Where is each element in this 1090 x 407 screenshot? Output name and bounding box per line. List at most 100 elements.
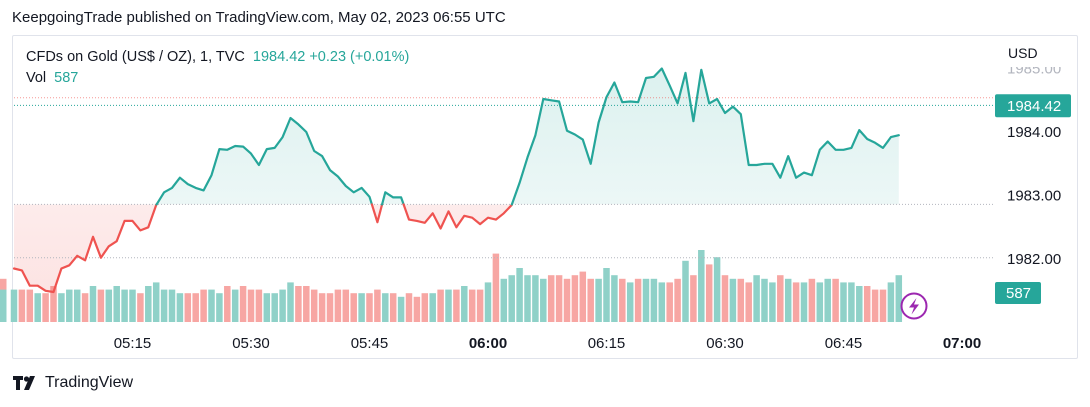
- volume-bar: [168, 289, 176, 322]
- y-axis-mask: [1000, 58, 1070, 67]
- volume-bar: [18, 289, 26, 322]
- volume-bar: [0, 289, 7, 322]
- price-line-down-segment: [12, 203, 158, 294]
- volume-bar: [769, 282, 776, 322]
- chart-frame[interactable]: [12, 35, 1078, 359]
- volume-bar: [721, 275, 729, 322]
- x-tick-label: 07:00: [943, 335, 981, 352]
- y-tick-label: 1983.00: [1007, 188, 1061, 205]
- last-price-value: 1984.42: [252, 49, 306, 65]
- volume-bar: [642, 278, 650, 322]
- volume-bar: [571, 275, 579, 322]
- volume-bar: [603, 268, 610, 322]
- volume-bar: [342, 289, 350, 322]
- volume-bar: [73, 289, 81, 322]
- volume-bar: [690, 275, 697, 322]
- volume-bar: [682, 260, 689, 322]
- x-tick-label: 06:45: [825, 335, 863, 352]
- volume-bar: [129, 289, 136, 322]
- volume-badge[interactable]: [995, 282, 1041, 304]
- volume-bar: [42, 293, 49, 322]
- volume-bar: [729, 278, 737, 322]
- publish-info: KeepgoingTrade published on TradingView.…: [12, 9, 506, 26]
- volume-label[interactable]: Vol: [26, 70, 47, 86]
- volume-bar: [255, 289, 263, 322]
- volume-bar: [895, 275, 903, 322]
- price-area-below-baseline: [14, 204, 899, 292]
- volume-bar: [231, 289, 239, 322]
- volume-bar: [429, 293, 436, 322]
- volume-bar: [840, 282, 847, 322]
- volume-bar: [224, 286, 231, 322]
- x-tick-label: 05:45: [351, 335, 389, 352]
- volume-bar: [508, 275, 515, 322]
- lightning-bolt-icon: [909, 298, 919, 315]
- volume-bar: [137, 293, 144, 322]
- volume-bar: [326, 293, 334, 322]
- volume-bar: [626, 282, 634, 322]
- price-area-above-baseline: [156, 68, 899, 205]
- legend-main-row: CFDs on Gold (US$ / OZ), 1, TVC 1984.42 +0…: [26, 47, 409, 68]
- x-tick-label: 05:30: [232, 335, 270, 352]
- volume-bar: [263, 293, 271, 322]
- volume-bar: [208, 289, 215, 322]
- volume-bar: [461, 286, 468, 322]
- price-line-down-segment: [370, 203, 384, 224]
- y-tick-label: 1982.00: [1007, 251, 1061, 268]
- price-line-up-segment: [155, 116, 373, 206]
- last-price-badge[interactable]: [995, 94, 1071, 118]
- volume-bar: [674, 278, 681, 322]
- volume-bar: [437, 289, 444, 322]
- volume-bar: [113, 286, 120, 322]
- volume-badge-label: 587: [1006, 285, 1031, 302]
- last-price-badge-label: 1984.42: [1007, 98, 1061, 115]
- volume-bar: [619, 278, 626, 322]
- volume-bar: [405, 293, 413, 322]
- x-tick-label: 05:15: [114, 335, 152, 352]
- volume-bar: [105, 289, 113, 322]
- chart-legend: CFDs on Gold (US$ / OZ), 1, TVC 1984.42 +0…: [26, 47, 409, 89]
- volume-bar: [856, 286, 863, 322]
- volume-bar: [587, 278, 594, 322]
- volume-bar: [97, 289, 105, 322]
- tradingview-brand[interactable]: TradingView: [13, 374, 133, 392]
- volume-bar: [832, 278, 839, 322]
- volume-bar: [81, 293, 89, 322]
- volume-bar: [200, 289, 207, 322]
- volume-bar: [484, 282, 492, 322]
- volume-bar: [532, 275, 539, 322]
- volume-bar: [737, 278, 745, 322]
- volume-bar: [808, 278, 816, 322]
- currency-label[interactable]: USD: [1008, 45, 1038, 61]
- volume-bar: [145, 286, 152, 322]
- volume-bar: [871, 289, 879, 322]
- price-line-down-segment: [402, 203, 513, 230]
- tradingview-logo-icon: [13, 376, 35, 390]
- volume-bar: [176, 293, 184, 322]
- volume-bar: [334, 289, 342, 322]
- volume-bar: [634, 278, 642, 322]
- symbol-description[interactable]: CFDs on Gold (US$ / OZ), 1, TVC: [26, 49, 245, 65]
- volume-bar: [713, 257, 721, 322]
- volume-bar: [792, 282, 800, 322]
- volume-bar: [350, 293, 357, 322]
- price-change-value: +0.23 (+0.01%): [309, 49, 410, 65]
- volume-bar: [658, 282, 666, 322]
- volume-bar: [468, 289, 476, 322]
- volume-bar: [318, 293, 326, 322]
- volume-bar: [89, 286, 97, 322]
- volume-bar: [310, 289, 318, 322]
- volume-bar: [476, 289, 484, 322]
- price-line-up-segment: [381, 191, 405, 206]
- volume-bar: [366, 293, 373, 322]
- volume-bar: [524, 275, 531, 322]
- volume-bar: [374, 289, 381, 322]
- volume-bar: [705, 264, 713, 322]
- volume-bar: [563, 278, 571, 322]
- volume-bar: [666, 282, 673, 322]
- volume-bar: [358, 293, 365, 322]
- volume-bar: [500, 278, 508, 322]
- volume-bar: [753, 275, 760, 322]
- volume-bar: [540, 278, 547, 322]
